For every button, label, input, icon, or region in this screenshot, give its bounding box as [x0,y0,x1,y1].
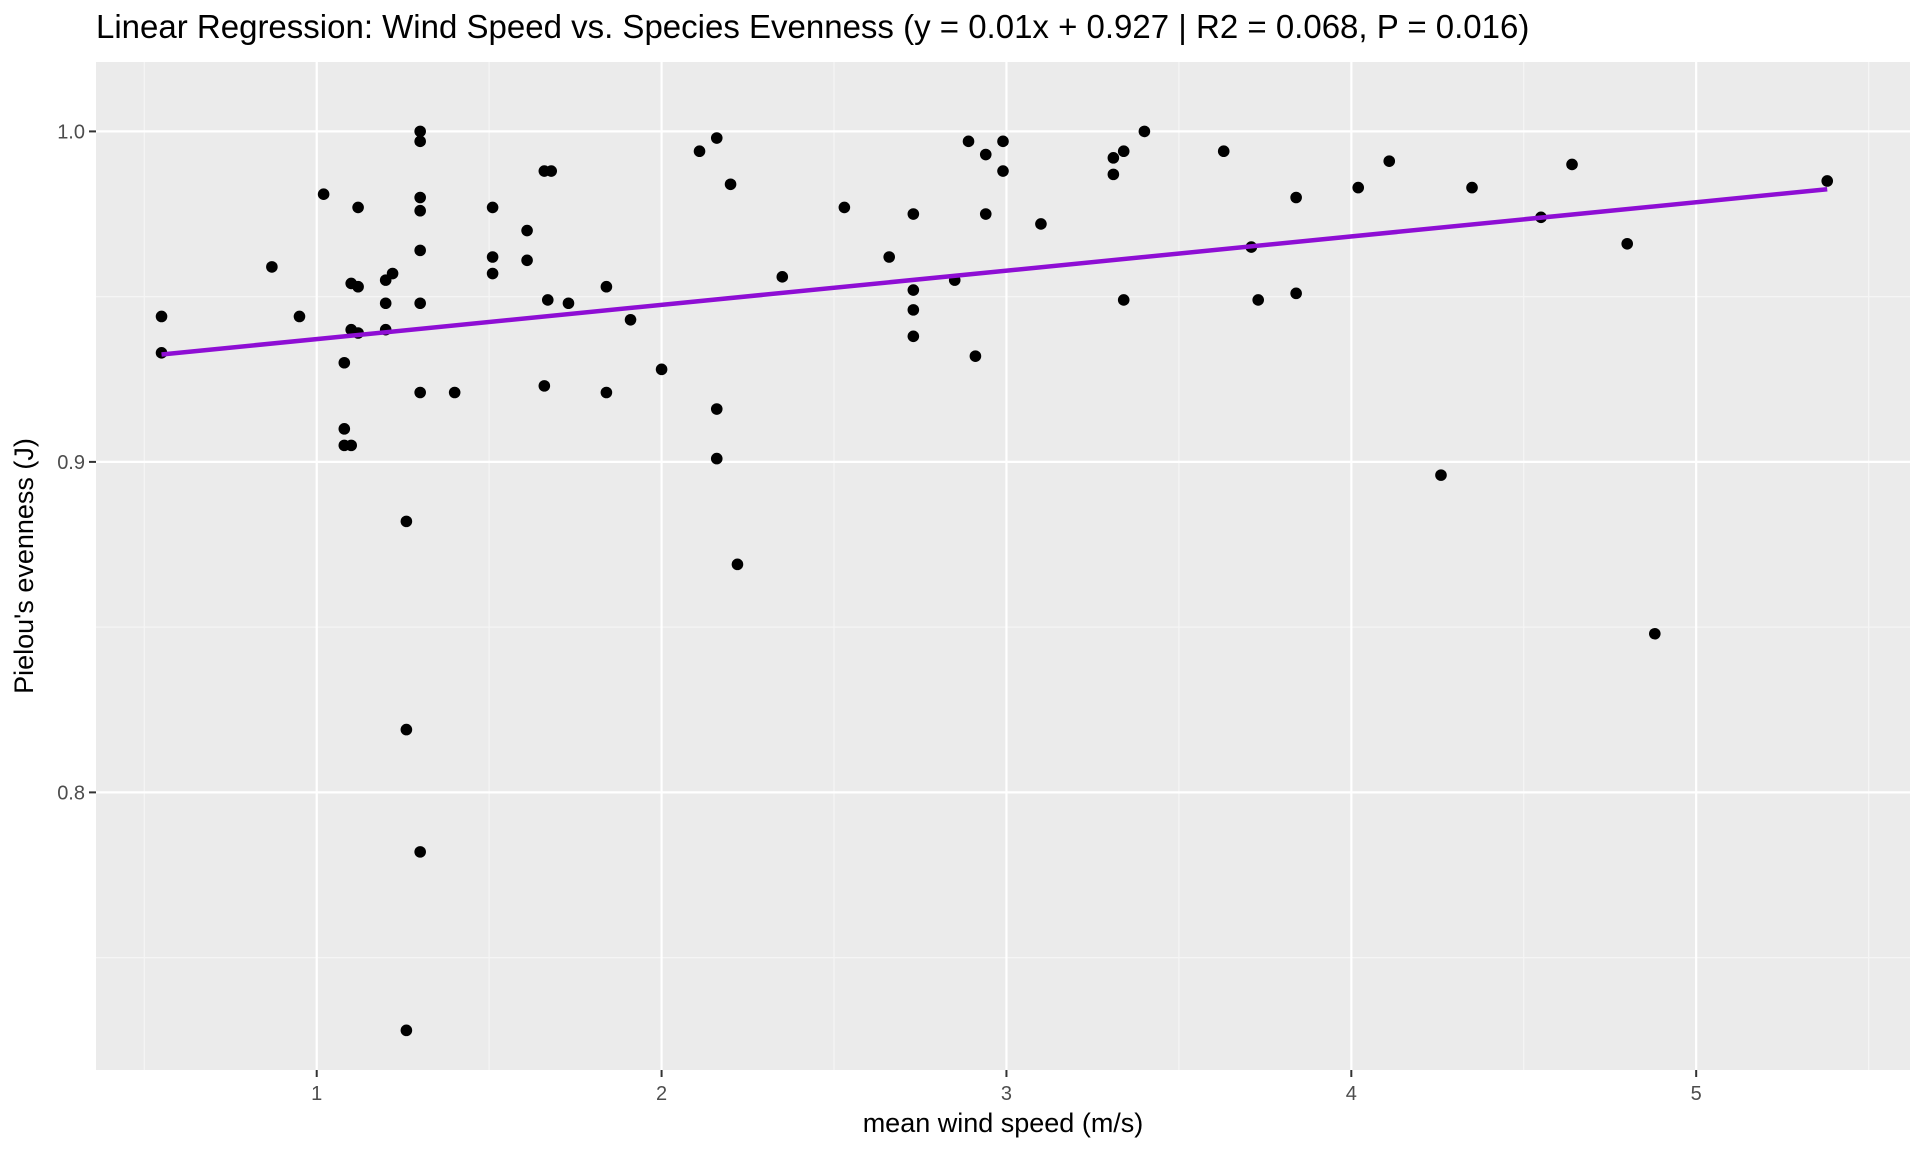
data-point [414,846,426,858]
y-axis-title: Pielou's evenness (J) [9,438,39,694]
data-point [266,261,278,273]
x-tick-label: 4 [1346,1083,1357,1105]
chart-title: Linear Regression: Wind Speed vs. Specie… [96,8,1529,45]
data-point [655,363,668,376]
data-point [600,280,613,293]
data-point [693,145,706,158]
x-tick-label: 3 [1001,1083,1012,1105]
data-point [352,280,364,293]
data-point [710,403,723,415]
data-point [776,271,789,283]
data-points [155,125,1834,1037]
data-point [400,1024,413,1037]
data-point [486,267,499,280]
data-point [345,439,358,452]
data-point [1107,152,1120,164]
plot-panel [96,62,1910,1070]
data-point [379,297,392,310]
data-point [400,723,413,736]
data-point [731,558,744,571]
data-point [1435,469,1447,481]
x-axis-title: mean wind speed (m/s) [863,1108,1144,1138]
regression-line [161,187,1828,357]
data-point [486,251,499,263]
data-point [155,310,168,323]
data-point [414,386,426,399]
data-point [414,135,426,148]
data-point [979,208,992,220]
minor-gridlines [96,62,1910,1070]
data-point [1383,155,1396,167]
data-point [317,188,330,200]
x-tick-label: 5 [1691,1083,1702,1105]
data-point [338,423,351,435]
data-point [545,165,558,177]
data-point [907,284,920,296]
data-point [883,251,895,263]
data-point [1290,287,1302,300]
data-point [962,135,975,148]
y-tick-label: 0.9 [57,452,85,474]
x-axis-ticks: 1 2 3 4 5 [311,1070,1702,1105]
data-point [521,224,533,237]
data-point [969,350,982,362]
data-point [997,135,1009,148]
data-point [1252,294,1265,306]
data-point [521,254,533,267]
regression-line-group [161,187,1828,357]
data-point [979,148,992,161]
data-point [1217,145,1230,158]
data-point [1107,168,1120,181]
data-point [838,201,851,214]
data-point [293,310,306,323]
data-point [414,191,426,204]
data-point [538,380,551,392]
data-point [1821,175,1834,187]
data-point [562,297,575,310]
y-tick-label: 0.8 [57,782,85,804]
data-point [1648,627,1661,640]
data-point [414,125,426,138]
data-point [907,304,920,316]
data-point [414,297,426,310]
data-point [600,386,613,399]
data-point [1117,145,1130,158]
data-point [710,452,723,465]
data-point [386,267,399,280]
data-point [1352,181,1365,194]
data-point [997,165,1009,177]
data-point [352,201,364,214]
data-point [448,386,461,399]
data-point [1621,237,1634,250]
data-point [338,356,351,369]
data-point [1566,158,1578,171]
data-point [1466,181,1478,194]
data-point [1290,191,1302,204]
data-point [1138,125,1151,138]
data-point [724,178,737,191]
major-gridlines [96,62,1910,1070]
x-tick-label: 2 [656,1083,667,1105]
data-point [541,294,554,306]
x-tick-label: 1 [311,1083,322,1105]
data-point [907,208,920,220]
data-point [1035,218,1047,230]
data-point [710,132,723,144]
y-tick-label: 1.0 [57,121,85,143]
data-point [414,204,426,217]
data-point [624,313,637,326]
data-point [486,201,499,214]
data-point [1117,294,1130,306]
data-point [400,515,413,528]
data-point [414,244,426,257]
data-point [907,330,920,343]
y-axis-ticks: 0.8 0.9 1.0 [57,121,96,804]
